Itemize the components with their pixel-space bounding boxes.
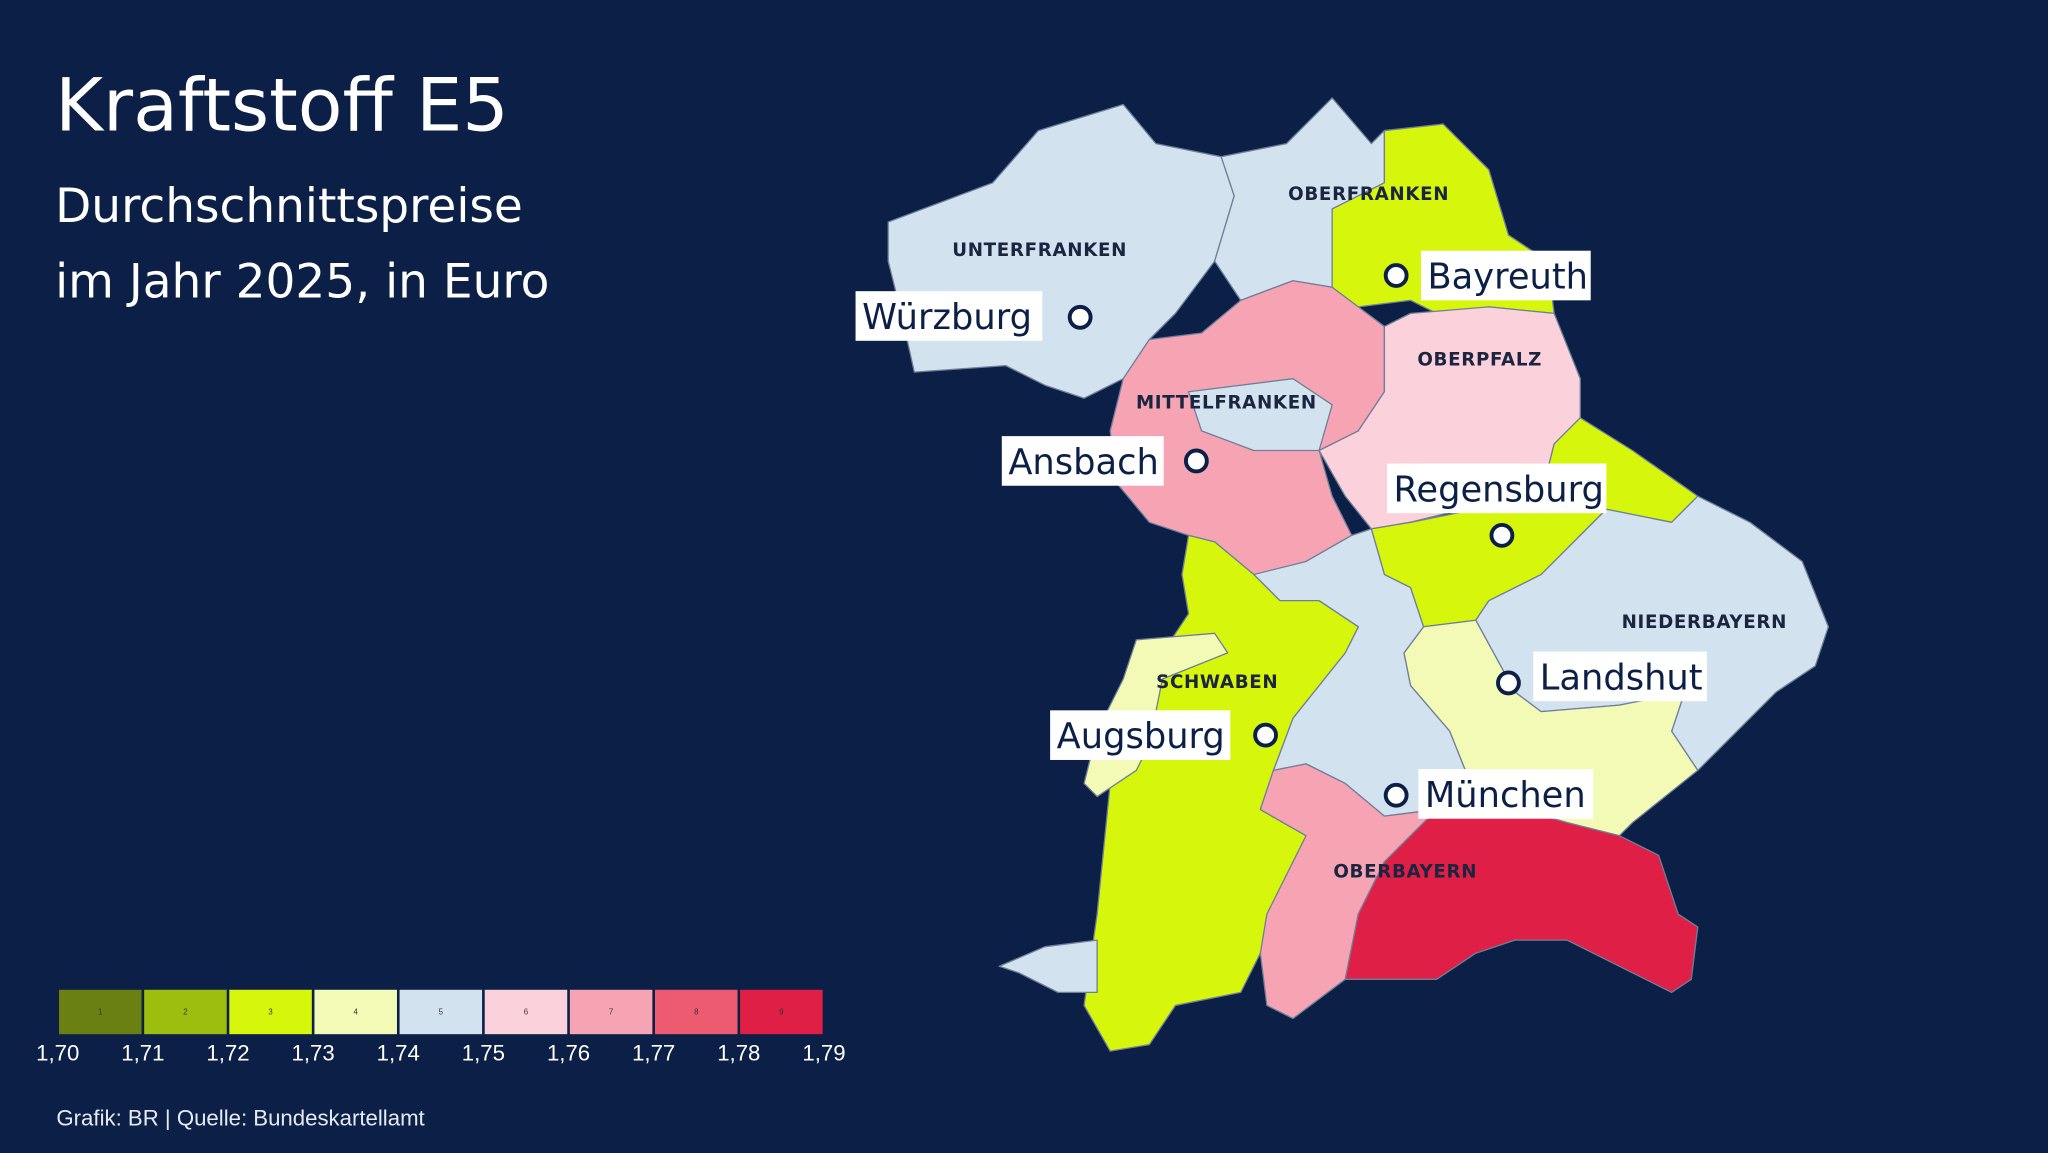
city-name: Regensburg <box>1394 469 1604 510</box>
region-labels: UNTERFRANKEN OBERFRANKEN OBERPFALZ MITTE… <box>952 184 1787 883</box>
city-ansbach: Ansbach <box>1001 436 1209 486</box>
city-label-box <box>1420 250 1591 301</box>
legend-class-number: 9 <box>779 1008 783 1017</box>
district-oberbayern-west <box>1259 763 1438 1020</box>
city-bayreuth: Bayreuth <box>1383 250 1591 301</box>
title: Kraftstoff E5 <box>55 64 509 149</box>
legend-swatch-2 <box>144 989 227 1035</box>
legend-tick-label: 1,76 <box>547 1040 590 1065</box>
legend-tick-label: 1,79 <box>802 1040 845 1065</box>
city-münchen: München <box>1383 769 1594 819</box>
city-name: Landshut <box>1540 657 1703 698</box>
city-label-box <box>1001 436 1164 486</box>
city-marker-icon <box>1067 304 1093 330</box>
region-label-mittelfranken: MITTELFRANKEN <box>1136 393 1317 414</box>
district-oberbayern-south <box>1344 795 1699 994</box>
legend-swatch-4 <box>314 989 397 1035</box>
legend-class-number: 8 <box>694 1008 699 1017</box>
bavaria-map <box>887 97 1830 1052</box>
subtitle-line-2: im Jahr 2025, in Euro <box>55 255 549 310</box>
region-label-schwaben: SCHWABEN <box>1156 672 1278 693</box>
legend-tick-label: 1,73 <box>292 1040 335 1065</box>
district-lindau <box>998 939 1098 994</box>
legend-class-number: 6 <box>524 1008 529 1017</box>
city-marker-icon <box>1496 670 1521 696</box>
legend-swatch-1 <box>59 989 142 1035</box>
city-label-box <box>1050 710 1231 760</box>
city-name: Bayreuth <box>1427 257 1588 298</box>
region-label-niederbayern: NIEDERBAYERN <box>1622 612 1787 633</box>
subtitle-line-1: Durchschnittspreise <box>55 179 523 234</box>
legend-tick-label: 1,71 <box>121 1040 164 1065</box>
legend-tick-label: 1,72 <box>206 1040 249 1065</box>
legend: 1 2 3 4 5 6 7 8 9 1,70 1,71 1,72 1,73 1,74 1,75 1,76 1,7… <box>36 989 846 1065</box>
city-label-box <box>1387 463 1607 514</box>
city-würzburg: Würzburg <box>855 291 1093 341</box>
legend-swatch-7 <box>569 989 653 1035</box>
city-marker-icon <box>1383 782 1409 808</box>
legend-tick-label: 1,70 <box>36 1040 79 1065</box>
city-label-box <box>1533 651 1707 702</box>
city-marker-icon <box>1183 448 1209 474</box>
city-name: Ansbach <box>1008 442 1159 483</box>
city-regensburg: Regensburg <box>1387 463 1607 548</box>
legend-swatch-6 <box>484 989 568 1035</box>
city-labels: Würzburg Bayreuth Ansbach Regensburg Landshu… <box>855 250 1707 819</box>
city-augsburg: Augsburg <box>1050 710 1278 760</box>
legend-tick-label: 1,78 <box>717 1040 760 1065</box>
region-label-oberbayern: OBERBAYERN <box>1333 861 1477 882</box>
city-marker-icon <box>1489 522 1515 548</box>
legend-class-number: 3 <box>268 1008 273 1017</box>
region-label-unterfranken: UNTERFRANKEN <box>952 240 1127 261</box>
city-landshut: Landshut <box>1496 651 1707 702</box>
region-label-oberfranken: OBERFRANKEN <box>1288 184 1449 205</box>
source-footer: Grafik: BR | Quelle: Bundeskartellamt <box>56 1106 424 1131</box>
city-name: Augsburg <box>1057 716 1225 757</box>
legend-class-number: 1 <box>98 1008 102 1017</box>
city-label-box <box>855 291 1043 341</box>
legend-tick-label: 1,77 <box>632 1040 675 1065</box>
legend-tick-label: 1,74 <box>377 1040 420 1065</box>
city-marker-icon <box>1383 263 1409 288</box>
legend-tick-label: 1,75 <box>462 1040 505 1065</box>
legend-swatch-9 <box>740 989 823 1035</box>
city-label-box <box>1418 769 1594 819</box>
city-marker-icon <box>1253 722 1278 748</box>
city-name: Würzburg <box>862 297 1032 338</box>
legend-class-number: 5 <box>439 1008 444 1017</box>
legend-swatch-3 <box>229 989 312 1035</box>
legend-class-number: 2 <box>183 1008 187 1017</box>
legend-swatch-5 <box>399 989 483 1035</box>
legend-swatch-8 <box>654 989 738 1035</box>
legend-class-number: 7 <box>609 1008 613 1017</box>
region-label-oberpfalz: OBERPFALZ <box>1417 350 1542 371</box>
city-name: München <box>1425 775 1586 816</box>
legend-class-number: 4 <box>354 1008 359 1017</box>
